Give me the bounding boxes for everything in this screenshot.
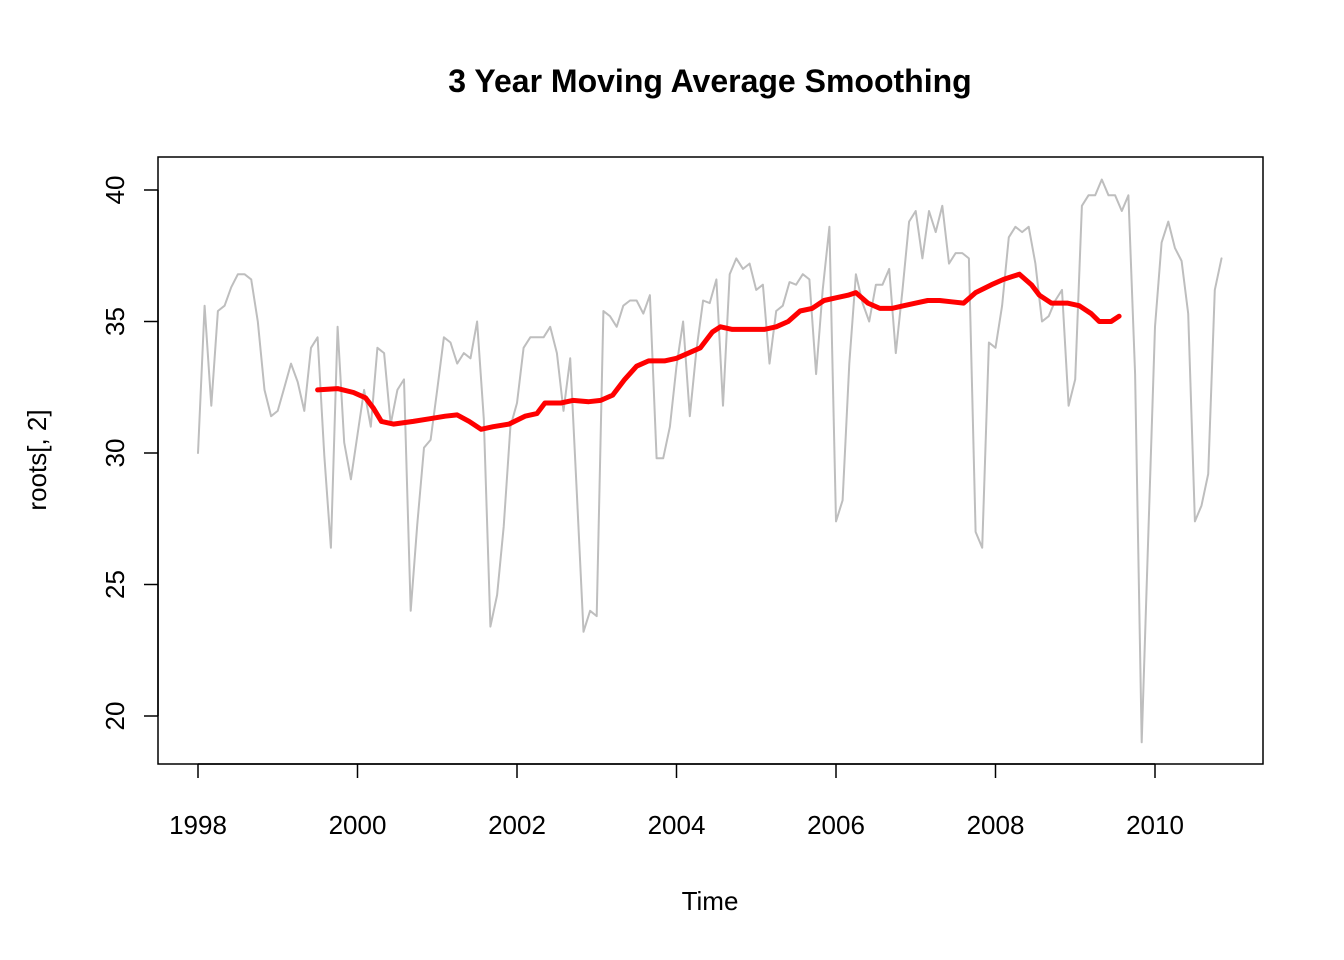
moving-average-line	[315, 271, 1122, 432]
x-tick-label: 2004	[648, 810, 706, 840]
series-layer	[197, 178, 1223, 744]
y-tick-label: 30	[100, 439, 130, 468]
y-axis: 20 25 30 35 40	[100, 176, 159, 731]
x-tick-label: 2006	[807, 810, 865, 840]
y-tick-label: 40	[100, 176, 130, 205]
x-axis-title: Time	[682, 886, 739, 916]
y-tick-label: 35	[100, 307, 130, 336]
y-axis-title: roots[, 2]	[22, 409, 52, 510]
y-tick-label: 25	[100, 570, 130, 599]
x-tick-label: 2000	[329, 810, 387, 840]
x-axis: 1998 2000 2002 2004 2006 2008 2010	[169, 763, 1184, 840]
chart-title: 3 Year Moving Average Smoothing	[448, 63, 971, 99]
raw-series-line	[197, 178, 1223, 744]
y-tick-label: 20	[100, 702, 130, 731]
x-tick-label: 2010	[1126, 810, 1184, 840]
x-tick-label: 2002	[488, 810, 546, 840]
x-tick-label: 2008	[967, 810, 1025, 840]
x-tick-label: 1998	[169, 810, 227, 840]
